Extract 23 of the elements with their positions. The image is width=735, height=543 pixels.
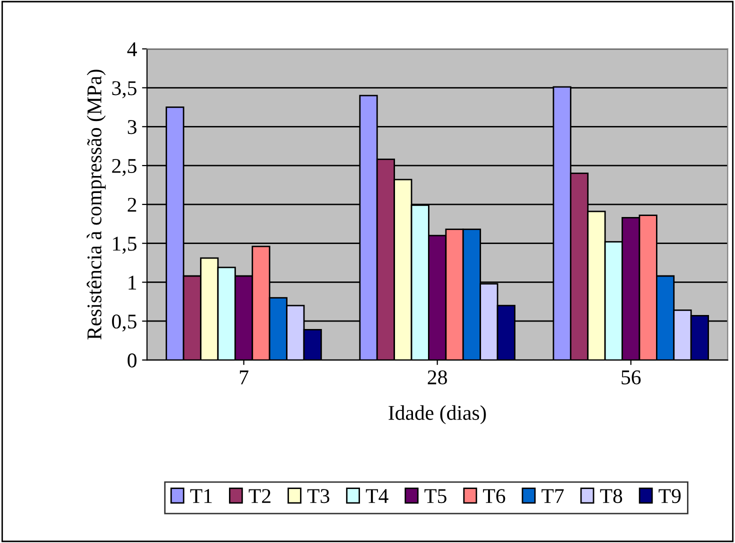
legend-label: T1 [190, 489, 212, 503]
x-tick-label: 28 [428, 370, 447, 384]
legend-label: T8 [600, 489, 622, 504]
legend-label: T5 [424, 489, 446, 504]
y-tick-label: 4 [127, 42, 137, 56]
y-tick-label: 3 [128, 120, 136, 134]
y-tick-label: 2,5 [112, 158, 136, 176]
y-tick-label: 2 [128, 198, 136, 212]
legend-label: T4 [366, 489, 388, 503]
legend-label: T9 [658, 489, 681, 504]
legend-label: T6 [483, 489, 506, 504]
legend-label: T7 [542, 489, 564, 503]
y-tick-label: 0,5 [112, 314, 136, 332]
legend-label: T2 [248, 489, 270, 503]
x-axis-title: Idade (dias) [388, 405, 486, 424]
legend-label: T3 [307, 489, 330, 504]
y-tick-label: 3,5 [112, 81, 136, 98]
x-tick-label: 56 [622, 370, 641, 384]
y-tick-label: 1 [128, 276, 136, 290]
y-axis-title: Resistência à compressão (MPa) [86, 70, 106, 340]
x-tick-label: 7 [240, 370, 248, 384]
y-tick-label: 0 [128, 353, 136, 368]
y-tick-label: 1,5 [113, 236, 136, 254]
